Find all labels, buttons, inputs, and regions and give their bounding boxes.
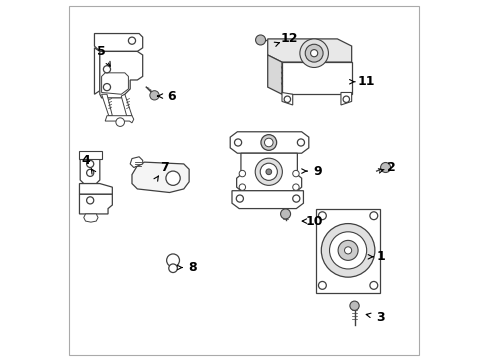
Circle shape [344, 247, 351, 254]
Text: 7: 7 [160, 161, 168, 174]
Circle shape [128, 37, 135, 44]
Circle shape [165, 171, 180, 185]
Polygon shape [132, 162, 189, 193]
Circle shape [265, 169, 271, 175]
Polygon shape [267, 55, 282, 94]
Text: 6: 6 [166, 90, 175, 103]
Polygon shape [80, 184, 112, 194]
Circle shape [337, 240, 357, 260]
Circle shape [239, 184, 245, 190]
Circle shape [305, 44, 323, 62]
Circle shape [292, 195, 299, 202]
Circle shape [369, 282, 377, 289]
Text: 1: 1 [376, 250, 385, 263]
Circle shape [329, 232, 366, 269]
Polygon shape [80, 155, 100, 184]
Polygon shape [282, 93, 292, 105]
Text: 3: 3 [376, 311, 385, 324]
Polygon shape [340, 93, 351, 105]
Polygon shape [94, 48, 100, 94]
Circle shape [255, 35, 265, 45]
Polygon shape [83, 214, 98, 222]
Circle shape [297, 139, 304, 146]
Circle shape [149, 91, 159, 100]
Polygon shape [267, 39, 351, 62]
Circle shape [369, 212, 377, 220]
Polygon shape [102, 94, 112, 116]
Polygon shape [130, 157, 142, 167]
Circle shape [264, 138, 272, 147]
Text: 2: 2 [386, 161, 395, 174]
Circle shape [260, 163, 277, 180]
Circle shape [284, 96, 290, 103]
Polygon shape [80, 194, 112, 214]
Circle shape [280, 209, 290, 219]
Polygon shape [315, 208, 380, 293]
Circle shape [380, 162, 390, 172]
Polygon shape [94, 33, 142, 51]
Circle shape [86, 197, 94, 204]
Circle shape [318, 282, 325, 289]
Text: 4: 4 [81, 154, 90, 167]
Text: 8: 8 [188, 261, 197, 274]
Text: 5: 5 [97, 45, 106, 58]
Circle shape [349, 301, 358, 310]
Circle shape [299, 39, 328, 67]
Circle shape [292, 184, 299, 190]
Circle shape [234, 139, 241, 146]
Polygon shape [282, 62, 351, 94]
Circle shape [168, 264, 177, 273]
Circle shape [86, 169, 94, 176]
Text: 10: 10 [305, 215, 322, 228]
Text: 11: 11 [356, 75, 374, 88]
Polygon shape [231, 191, 303, 208]
Circle shape [103, 84, 110, 91]
Circle shape [343, 96, 349, 103]
Circle shape [310, 50, 317, 57]
Polygon shape [80, 152, 102, 158]
Polygon shape [236, 153, 301, 191]
Polygon shape [100, 51, 142, 98]
Polygon shape [121, 94, 132, 116]
Circle shape [236, 195, 243, 202]
Circle shape [318, 212, 325, 220]
Circle shape [239, 170, 245, 177]
Polygon shape [105, 116, 134, 123]
Text: 9: 9 [313, 165, 322, 177]
Circle shape [321, 224, 374, 277]
Circle shape [292, 170, 299, 177]
Circle shape [255, 158, 282, 185]
Polygon shape [102, 73, 128, 94]
Polygon shape [230, 132, 308, 153]
Circle shape [116, 118, 124, 126]
Circle shape [86, 160, 94, 167]
Circle shape [103, 66, 110, 73]
Circle shape [166, 254, 179, 267]
Text: 12: 12 [280, 32, 297, 45]
Circle shape [261, 135, 276, 150]
